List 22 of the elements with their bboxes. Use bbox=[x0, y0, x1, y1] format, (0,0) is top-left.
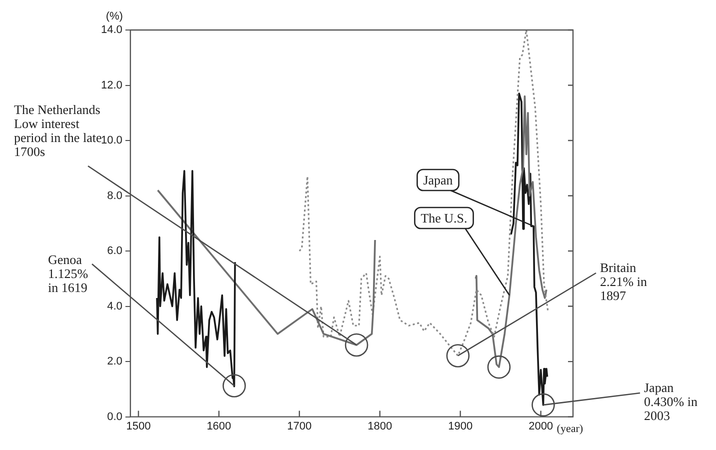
x-tick-label: 1900 bbox=[448, 420, 473, 432]
y-tick-label: 2.0 bbox=[107, 356, 122, 368]
x-tick-label: 2000 bbox=[528, 420, 554, 432]
annotation: Japan 0.430% in 2003 bbox=[644, 380, 698, 423]
y-axis-title: (%) bbox=[106, 10, 123, 23]
y-tick-label: 4.0 bbox=[107, 300, 122, 312]
y-tick-label: 12.0 bbox=[100, 79, 122, 92]
x-axis-title: (year) bbox=[556, 423, 584, 436]
y-tick-label: 8.0 bbox=[107, 190, 122, 202]
annotation: The Netherlands Low interest period in the late 1700s bbox=[14, 102, 102, 159]
text: The U.S. bbox=[420, 210, 468, 226]
x-tick-label: 1700 bbox=[287, 420, 312, 432]
y-tick-label: 10.0 bbox=[100, 134, 122, 147]
y-tick-label: 6.0 bbox=[107, 245, 122, 258]
x-tick-label: 1800 bbox=[368, 420, 392, 432]
x-tick-label: 1500 bbox=[126, 420, 151, 432]
text: Japan bbox=[423, 172, 454, 188]
x-tick-label: 1600 bbox=[206, 420, 232, 432]
annotation: Britain 2.21% in 1897 bbox=[600, 260, 648, 303]
annotation: Genoa 1.125% in 1619 bbox=[48, 252, 88, 295]
y-tick-label: 0.0 bbox=[107, 410, 122, 423]
y-tick-label: 14.0 bbox=[100, 24, 122, 36]
